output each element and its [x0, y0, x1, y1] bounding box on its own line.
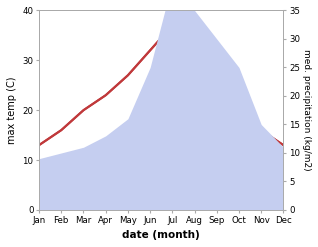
Y-axis label: max temp (C): max temp (C): [7, 76, 17, 144]
Y-axis label: med. precipitation (kg/m2): med. precipitation (kg/m2): [302, 49, 311, 171]
X-axis label: date (month): date (month): [122, 230, 200, 240]
